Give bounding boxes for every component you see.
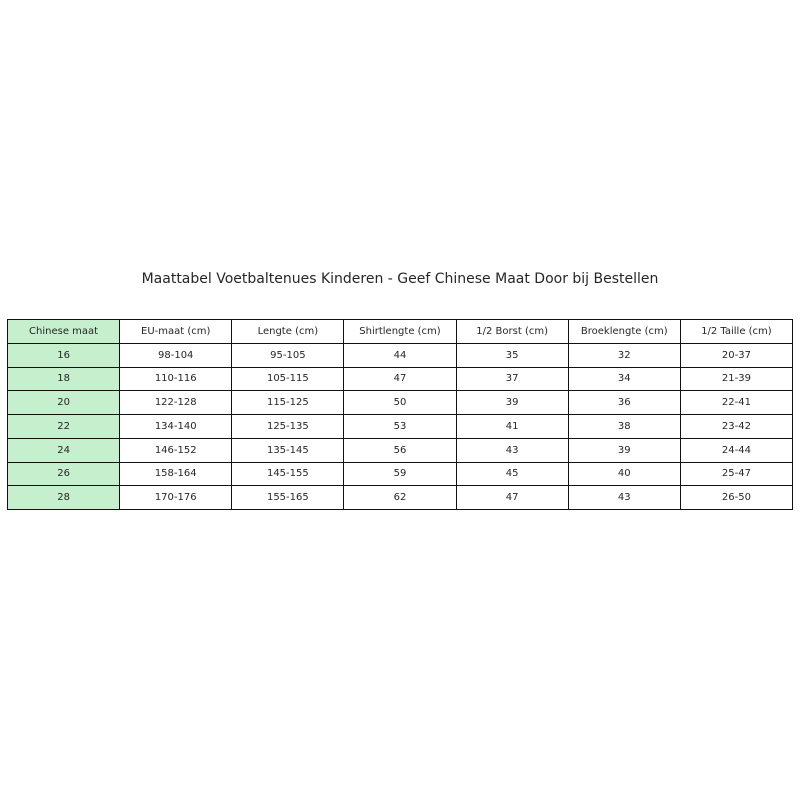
table-cell: 21-39	[679, 366, 794, 392]
table-row: 24 146-152 135-145 56 43 39 24-44	[6, 437, 794, 463]
table-cell: 16	[6, 342, 121, 368]
table-cell: 26	[6, 461, 121, 487]
table-cell: 62	[343, 485, 457, 510]
table-cell: 50	[343, 390, 457, 415]
table-cell: 24	[6, 437, 121, 463]
column-header: Broeklengte (cm)	[567, 319, 681, 344]
table-cell: 34	[567, 366, 681, 392]
column-header: EU-maat (cm)	[119, 319, 233, 344]
table-cell: 23-42	[679, 414, 794, 439]
table-row: 16 98-104 95-105 44 35 32 20-37	[6, 342, 794, 368]
table-cell: 32	[567, 342, 681, 368]
column-header: Lengte (cm)	[231, 319, 345, 344]
table-cell: 25-47	[679, 461, 794, 487]
table-cell: 158-164	[119, 461, 233, 487]
table-cell: 22-41	[679, 390, 794, 415]
table-row: 26 158-164 145-155 59 45 40 25-47	[6, 461, 794, 487]
column-header: Chinese maat	[6, 319, 121, 344]
column-header: Shirtlengte (cm)	[343, 319, 457, 344]
table-cell: 115-125	[231, 390, 345, 415]
table-cell: 53	[343, 414, 457, 439]
table-cell: 26-50	[679, 485, 794, 510]
table-cell: 37	[455, 366, 569, 392]
table-cell: 20	[6, 390, 121, 415]
table-cell: 122-128	[119, 390, 233, 415]
table-cell: 35	[455, 342, 569, 368]
table-cell: 59	[343, 461, 457, 487]
table-cell: 135-145	[231, 437, 345, 463]
table-cell: 98-104	[119, 342, 233, 368]
table-row: 28 170-176 155-165 62 47 43 26-50	[6, 485, 794, 510]
table-cell: 105-115	[231, 366, 345, 392]
table-cell: 24-44	[679, 437, 794, 463]
table-cell: 125-135	[231, 414, 345, 439]
table-cell: 18	[6, 366, 121, 392]
table-cell: 170-176	[119, 485, 233, 510]
column-header: 1/2 Borst (cm)	[455, 319, 569, 344]
table-cell: 45	[455, 461, 569, 487]
table-cell: 39	[567, 437, 681, 463]
table-cell: 146-152	[119, 437, 233, 463]
table-cell: 56	[343, 437, 457, 463]
table-cell: 43	[455, 437, 569, 463]
table-row: 18 110-116 105-115 47 37 34 21-39	[6, 366, 794, 392]
table-cell: 20-37	[679, 342, 794, 368]
table-cell: 22	[6, 414, 121, 439]
table-cell: 38	[567, 414, 681, 439]
table-cell: 28	[6, 485, 121, 510]
table-cell: 36	[567, 390, 681, 415]
header-row: Chinese maat EU-maat (cm) Lengte (cm) Shirt…	[6, 319, 794, 344]
table-row: 22 134-140 125-135 53 41 38 23-42	[6, 414, 794, 439]
table-cell: 95-105	[231, 342, 345, 368]
table-cell: 110-116	[119, 366, 233, 392]
column-header: 1/2 Taille (cm)	[679, 319, 794, 344]
table-cell: 44	[343, 342, 457, 368]
table-cell: 47	[343, 366, 457, 392]
page-title: Maattabel Voetbaltenues Kinderen - Geef …	[141, 271, 659, 287]
table-cell: 40	[567, 461, 681, 487]
size-table: Chinese maat EU-maat (cm) Lengte (cm) Shirt…	[6, 319, 794, 510]
table-cell: 47	[455, 485, 569, 510]
table-cell: 145-155	[231, 461, 345, 487]
table-row: 20 122-128 115-125 50 39 36 22-41	[6, 390, 794, 415]
table-cell: 134-140	[119, 414, 233, 439]
table-cell: 155-165	[231, 485, 345, 510]
table-cell: 39	[455, 390, 569, 415]
table-cell: 41	[455, 414, 569, 439]
table-cell: 43	[567, 485, 681, 510]
